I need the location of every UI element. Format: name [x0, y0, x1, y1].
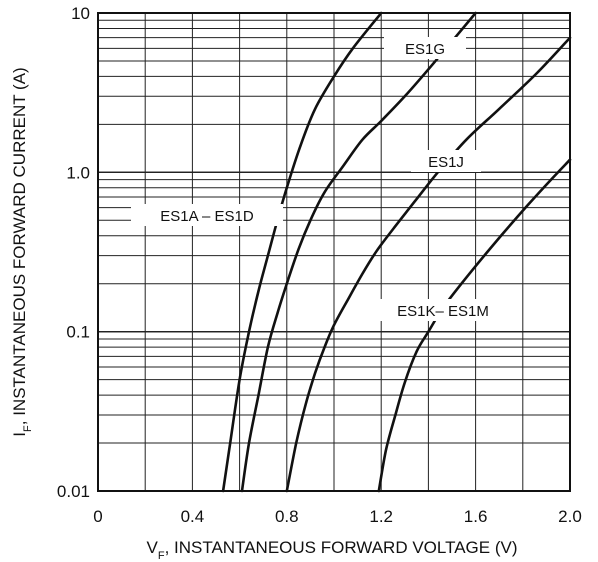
y-tick-labels: 0.01 0.1 1.0 10 — [57, 4, 90, 501]
y-axis-label: IF, INSTANTANEOUS FORWARD CURRENT (A) — [10, 67, 34, 436]
series-label: ES1A – ES1D — [160, 208, 254, 225]
x-tick-label: 1.6 — [464, 507, 488, 526]
series-label: ES1J — [428, 154, 464, 171]
series-label: ES1G — [405, 41, 445, 58]
x-tick-label: 0.8 — [275, 507, 299, 526]
y-tick-label: 0.01 — [57, 482, 90, 501]
y-tick-label: 10 — [71, 4, 90, 23]
grid — [98, 13, 570, 491]
x-tick-label: 2.0 — [558, 507, 582, 526]
series-line — [242, 13, 476, 491]
x-tick-labels: 0 0.4 0.8 1.2 1.6 2.0 — [93, 507, 582, 526]
x-tick-label: 0 — [93, 507, 102, 526]
y-tick-label: 1.0 — [66, 163, 90, 182]
y-tick-label: 0.1 — [66, 323, 90, 342]
x-tick-label: 1.2 — [369, 507, 393, 526]
curves — [223, 13, 570, 491]
x-tick-label: 0.4 — [181, 507, 205, 526]
series-label: ES1K– ES1M — [397, 303, 489, 320]
series-labels: ES1A – ES1D ES1G ES1J ES1K– ES1M — [131, 37, 510, 321]
x-axis-label: VF, INSTANTANEOUS FORWARD VOLTAGE (V) — [146, 538, 517, 562]
